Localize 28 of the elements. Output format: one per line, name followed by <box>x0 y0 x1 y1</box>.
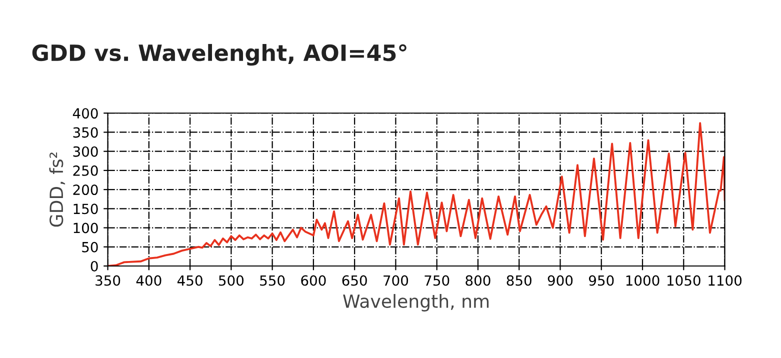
y-axis-title: GDD, fs² <box>49 152 66 227</box>
y-tick-label: 0 <box>90 260 98 272</box>
x-tick-label: 400 <box>136 275 162 286</box>
y-tick-label: 100 <box>74 222 98 234</box>
x-tick-label: 950 <box>588 275 614 286</box>
y-tick-label: 300 <box>73 146 98 157</box>
x-tick-label: 500 <box>218 275 244 286</box>
x-tick-label: 550 <box>260 275 285 286</box>
y-tick-label: 200 <box>73 184 98 196</box>
x-tick-label: 800 <box>466 275 490 286</box>
chart-title: GDD vs. Wavelenght, AOI=45° <box>32 44 406 66</box>
x-tick-label: 750 <box>424 275 450 286</box>
x-tick-label: 1100 <box>708 275 742 286</box>
x-tick-label: 450 <box>177 275 202 286</box>
x-tick-label: 1050 <box>667 275 700 286</box>
x-tick-label: 650 <box>342 275 367 286</box>
x-tick-label: 700 <box>384 275 408 286</box>
y-tick-label: 50 <box>82 242 98 252</box>
y-tick-label: 250 <box>73 165 98 176</box>
x-tick-label: 1000 <box>626 275 660 286</box>
x-tick-label: 900 <box>548 275 573 286</box>
x-tick-label: 600 <box>301 275 326 286</box>
x-axis-title: Wavelength, nm <box>343 294 489 312</box>
x-tick-label: 850 <box>506 275 532 286</box>
x-tick-label: 350 <box>96 275 120 286</box>
y-tick-label: 350 <box>73 127 98 138</box>
y-tick-label: 150 <box>74 204 98 214</box>
y-tick-label: 400 <box>72 108 98 119</box>
